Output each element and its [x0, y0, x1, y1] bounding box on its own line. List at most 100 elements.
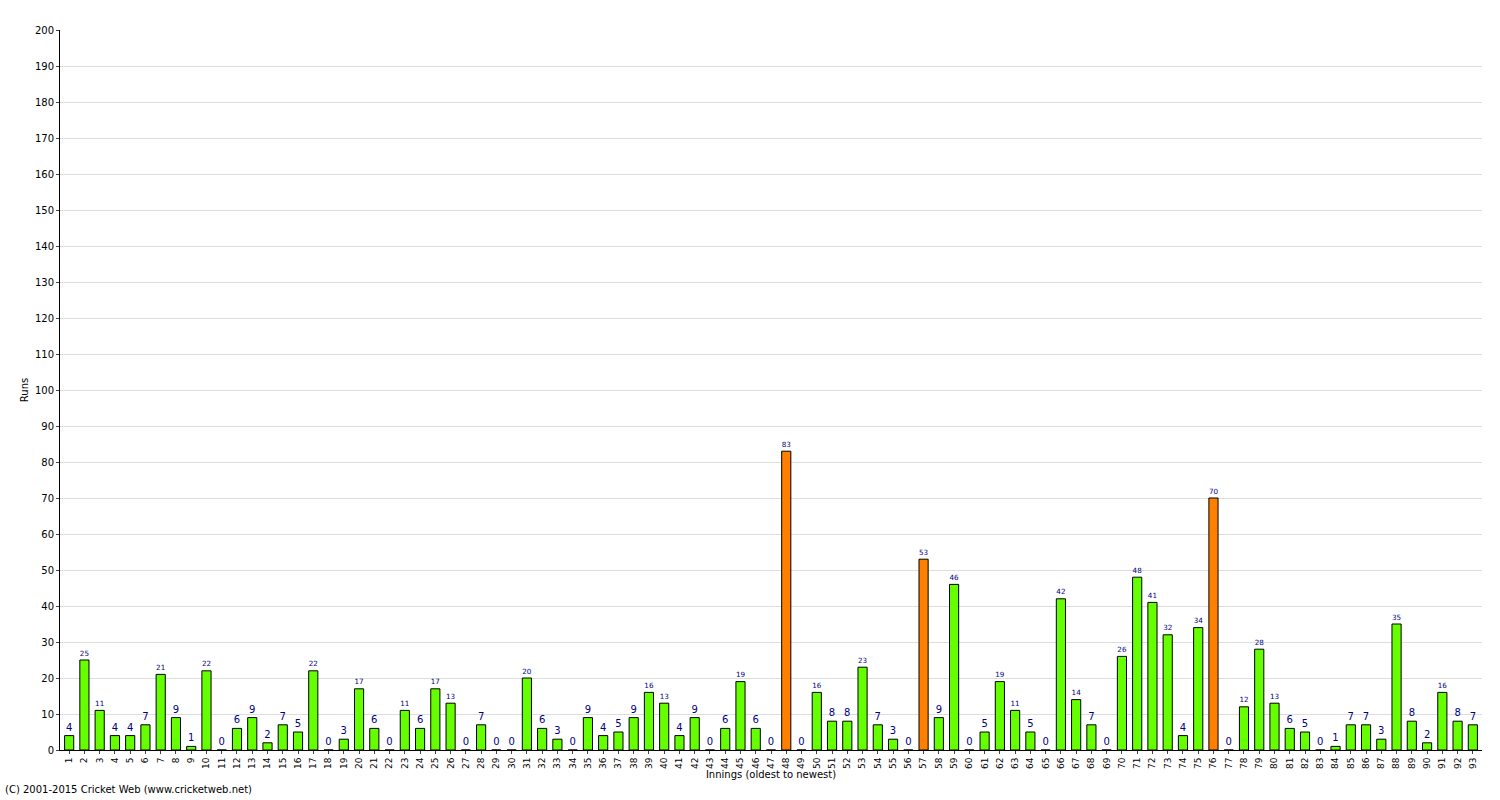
svg-text:67: 67	[1071, 758, 1081, 769]
svg-text:72: 72	[1147, 758, 1157, 769]
svg-text:27: 27	[461, 758, 471, 769]
svg-text:21: 21	[156, 663, 165, 672]
svg-text:0: 0	[463, 736, 469, 747]
svg-text:0: 0	[508, 736, 514, 747]
svg-text:3: 3	[554, 725, 560, 736]
svg-text:14: 14	[262, 757, 272, 769]
svg-text:45: 45	[735, 758, 745, 769]
svg-text:88: 88	[1391, 757, 1401, 769]
svg-text:200: 200	[35, 25, 54, 36]
svg-text:0: 0	[48, 745, 54, 756]
svg-text:0: 0	[905, 736, 911, 747]
svg-text:6: 6	[539, 714, 545, 725]
svg-text:9: 9	[692, 704, 698, 715]
svg-text:13: 13	[1270, 692, 1279, 701]
svg-text:32: 32	[537, 758, 547, 769]
svg-text:4: 4	[600, 722, 606, 733]
svg-text:8: 8	[829, 707, 835, 718]
svg-text:3: 3	[341, 725, 347, 736]
svg-text:60: 60	[964, 757, 974, 769]
svg-text:33: 33	[552, 758, 562, 769]
svg-text:0: 0	[1103, 736, 1109, 747]
svg-text:7: 7	[1363, 711, 1369, 722]
svg-text:30: 30	[41, 637, 54, 648]
svg-text:16: 16	[812, 681, 822, 690]
svg-text:50: 50	[812, 757, 822, 769]
svg-text:25: 25	[80, 649, 89, 658]
svg-text:63: 63	[1010, 758, 1020, 769]
svg-text:6: 6	[234, 714, 240, 725]
svg-text:0: 0	[707, 736, 713, 747]
svg-text:29: 29	[491, 757, 501, 769]
svg-text:53: 53	[857, 758, 867, 769]
svg-text:140: 140	[35, 241, 54, 252]
svg-text:61: 61	[980, 758, 990, 769]
svg-text:5: 5	[125, 758, 135, 764]
svg-text:5: 5	[1302, 718, 1308, 729]
svg-text:4: 4	[1180, 722, 1186, 733]
svg-text:71: 71	[1132, 758, 1142, 769]
svg-text:9: 9	[249, 704, 255, 715]
svg-text:11: 11	[217, 758, 227, 769]
svg-text:2: 2	[264, 729, 270, 740]
svg-text:16: 16	[1438, 681, 1448, 690]
svg-text:20: 20	[522, 667, 532, 676]
svg-text:76: 76	[1208, 757, 1218, 769]
svg-text:150: 150	[35, 205, 54, 216]
svg-text:90: 90	[1422, 757, 1432, 769]
svg-text:7: 7	[1470, 711, 1476, 722]
svg-text:53: 53	[919, 548, 928, 557]
svg-text:6: 6	[753, 714, 759, 725]
svg-text:6: 6	[140, 757, 150, 763]
svg-text:21: 21	[369, 758, 379, 769]
svg-text:66: 66	[1056, 757, 1066, 769]
svg-text:34: 34	[568, 757, 578, 769]
svg-text:4: 4	[112, 722, 118, 733]
svg-text:34: 34	[1194, 616, 1204, 625]
svg-text:1: 1	[1332, 732, 1338, 743]
svg-text:65: 65	[1041, 758, 1051, 769]
svg-text:74: 74	[1178, 757, 1188, 769]
svg-text:8: 8	[1454, 707, 1460, 718]
svg-text:5: 5	[615, 718, 621, 729]
svg-text:38: 38	[629, 757, 639, 769]
svg-text:4: 4	[110, 757, 120, 763]
svg-text:70: 70	[41, 493, 54, 504]
svg-text:35: 35	[1392, 613, 1401, 622]
svg-text:7: 7	[1348, 711, 1354, 722]
svg-text:3: 3	[1378, 725, 1384, 736]
svg-text:17: 17	[354, 677, 363, 686]
svg-text:35: 35	[583, 758, 593, 769]
svg-text:110: 110	[35, 349, 54, 360]
svg-text:0: 0	[1226, 736, 1232, 747]
svg-text:80: 80	[1269, 757, 1279, 769]
svg-text:4: 4	[676, 722, 682, 733]
svg-text:32: 32	[1163, 623, 1172, 632]
svg-text:30: 30	[507, 757, 517, 769]
svg-text:13: 13	[247, 758, 257, 769]
svg-text:40: 40	[659, 757, 669, 769]
svg-text:8: 8	[844, 707, 850, 718]
svg-text:9: 9	[186, 757, 196, 763]
svg-text:5: 5	[1027, 718, 1033, 729]
svg-text:81: 81	[1285, 758, 1295, 769]
svg-text:39: 39	[644, 757, 654, 769]
svg-text:130: 130	[35, 277, 54, 288]
svg-text:64: 64	[1025, 757, 1035, 769]
svg-text:10: 10	[41, 709, 54, 720]
svg-text:0: 0	[569, 736, 575, 747]
svg-text:40: 40	[41, 601, 54, 612]
svg-text:41: 41	[1148, 591, 1157, 600]
svg-text:48: 48	[781, 757, 791, 769]
svg-text:31: 31	[522, 758, 532, 769]
svg-text:52: 52	[842, 758, 852, 769]
svg-text:0: 0	[386, 736, 392, 747]
svg-text:89: 89	[1407, 757, 1417, 769]
svg-text:42: 42	[690, 758, 700, 769]
svg-text:16: 16	[293, 757, 303, 769]
svg-text:160: 160	[35, 169, 54, 180]
svg-text:8: 8	[171, 757, 181, 763]
svg-text:22: 22	[384, 758, 394, 769]
svg-text:70: 70	[1117, 757, 1127, 769]
svg-text:(C) 2001-2015 Cricket Web (www: (C) 2001-2015 Cricket Web (www.cricketwe…	[5, 784, 252, 795]
